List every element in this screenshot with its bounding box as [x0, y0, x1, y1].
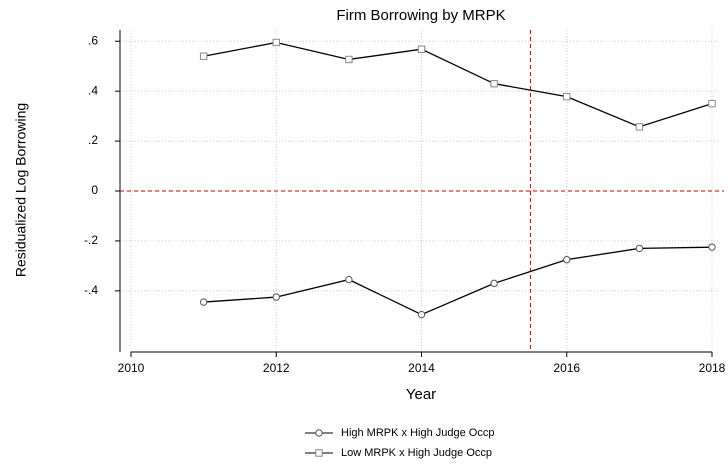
legend-marker [315, 449, 323, 457]
y-tick-label: -.4 [84, 283, 98, 297]
marker [490, 79, 498, 88]
y-tick-label: -.2 [84, 233, 98, 247]
x-tick-label: 2010 [118, 361, 145, 375]
marker [635, 244, 644, 253]
x-axis-label: Year [406, 386, 436, 403]
marker [563, 92, 571, 101]
y-tick-label: 0 [91, 183, 98, 197]
series-line [203, 41, 713, 128]
chart-title: Firm Borrowing by MRPK [336, 7, 505, 24]
marker [345, 275, 353, 284]
marker [708, 99, 716, 108]
marker [345, 55, 353, 64]
x-tick-label: 2016 [553, 361, 580, 375]
marker [272, 38, 280, 47]
marker [490, 279, 498, 288]
legend-label: Low MRPK x High Judge Occp [341, 447, 492, 459]
marker [417, 310, 426, 319]
marker [417, 45, 426, 53]
y-axis-label: Residualized Log Borrowing [13, 103, 29, 277]
legend-marker [315, 429, 323, 437]
marker [563, 255, 571, 264]
x-tick-label: 2014 [408, 361, 435, 375]
marker [272, 293, 280, 301]
marker [199, 298, 208, 306]
y-tick-label: .4 [88, 83, 98, 97]
x-tick-label: 2018 [699, 361, 726, 375]
marker [708, 243, 716, 251]
marker [199, 52, 208, 60]
series-line [203, 246, 713, 316]
x-tick-label: 2012 [263, 361, 290, 375]
legend-label: High MRPK x High Judge Occp [341, 427, 494, 439]
marker [635, 123, 644, 131]
y-tick-label: .6 [88, 33, 98, 47]
y-tick-label: .2 [88, 133, 98, 147]
